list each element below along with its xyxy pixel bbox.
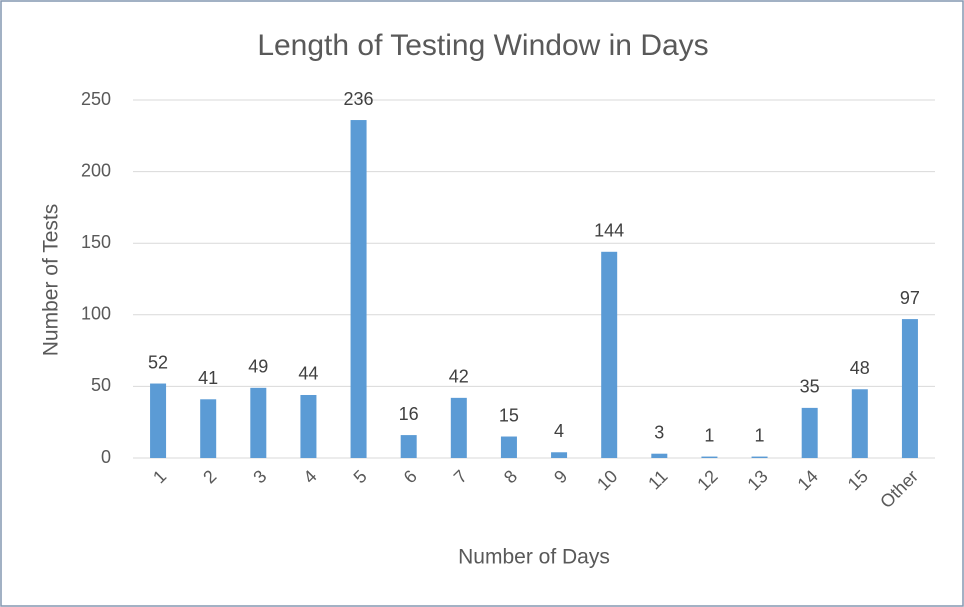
- y-tick-label: 100: [81, 304, 111, 324]
- y-tick-label: 50: [91, 375, 111, 395]
- bar: [400, 435, 417, 458]
- bar: [350, 120, 367, 458]
- x-axis-label: Number of Days: [458, 546, 610, 569]
- y-tick-label: 250: [81, 89, 111, 109]
- bar: [450, 397, 467, 458]
- data-label: 49: [248, 357, 268, 377]
- y-tick-label: 200: [81, 160, 111, 180]
- data-label: 16: [399, 404, 419, 424]
- y-tick-label: 150: [81, 232, 111, 252]
- bar: [851, 389, 868, 458]
- y-axis-label: Number of Tests: [40, 204, 63, 357]
- bar: [901, 319, 918, 458]
- data-label: 144: [594, 221, 624, 241]
- bar: [200, 399, 217, 458]
- data-label: 15: [499, 405, 519, 425]
- bar: [801, 407, 818, 458]
- bar: [250, 387, 267, 458]
- bar: [150, 383, 167, 458]
- data-label: 48: [850, 358, 870, 378]
- data-label: 52: [148, 352, 168, 372]
- bar: [751, 456, 768, 458]
- bar: [601, 251, 618, 458]
- data-label: 1: [755, 425, 765, 445]
- bar: [300, 394, 317, 458]
- y-tick-label: 0: [101, 447, 111, 467]
- bar: [500, 436, 517, 458]
- data-label: 1: [704, 425, 714, 445]
- data-label: 35: [800, 377, 820, 397]
- data-label: 236: [344, 89, 374, 109]
- data-label: 42: [449, 367, 469, 387]
- data-label: 3: [654, 422, 664, 442]
- data-label: 41: [198, 368, 218, 388]
- data-label: 97: [900, 288, 920, 308]
- bar: [651, 453, 668, 458]
- data-label: 4: [554, 421, 564, 441]
- bar: [551, 452, 568, 458]
- data-label: 44: [298, 364, 318, 384]
- bar: [701, 456, 718, 458]
- chart-title: Length of Testing Window in Days: [257, 29, 708, 62]
